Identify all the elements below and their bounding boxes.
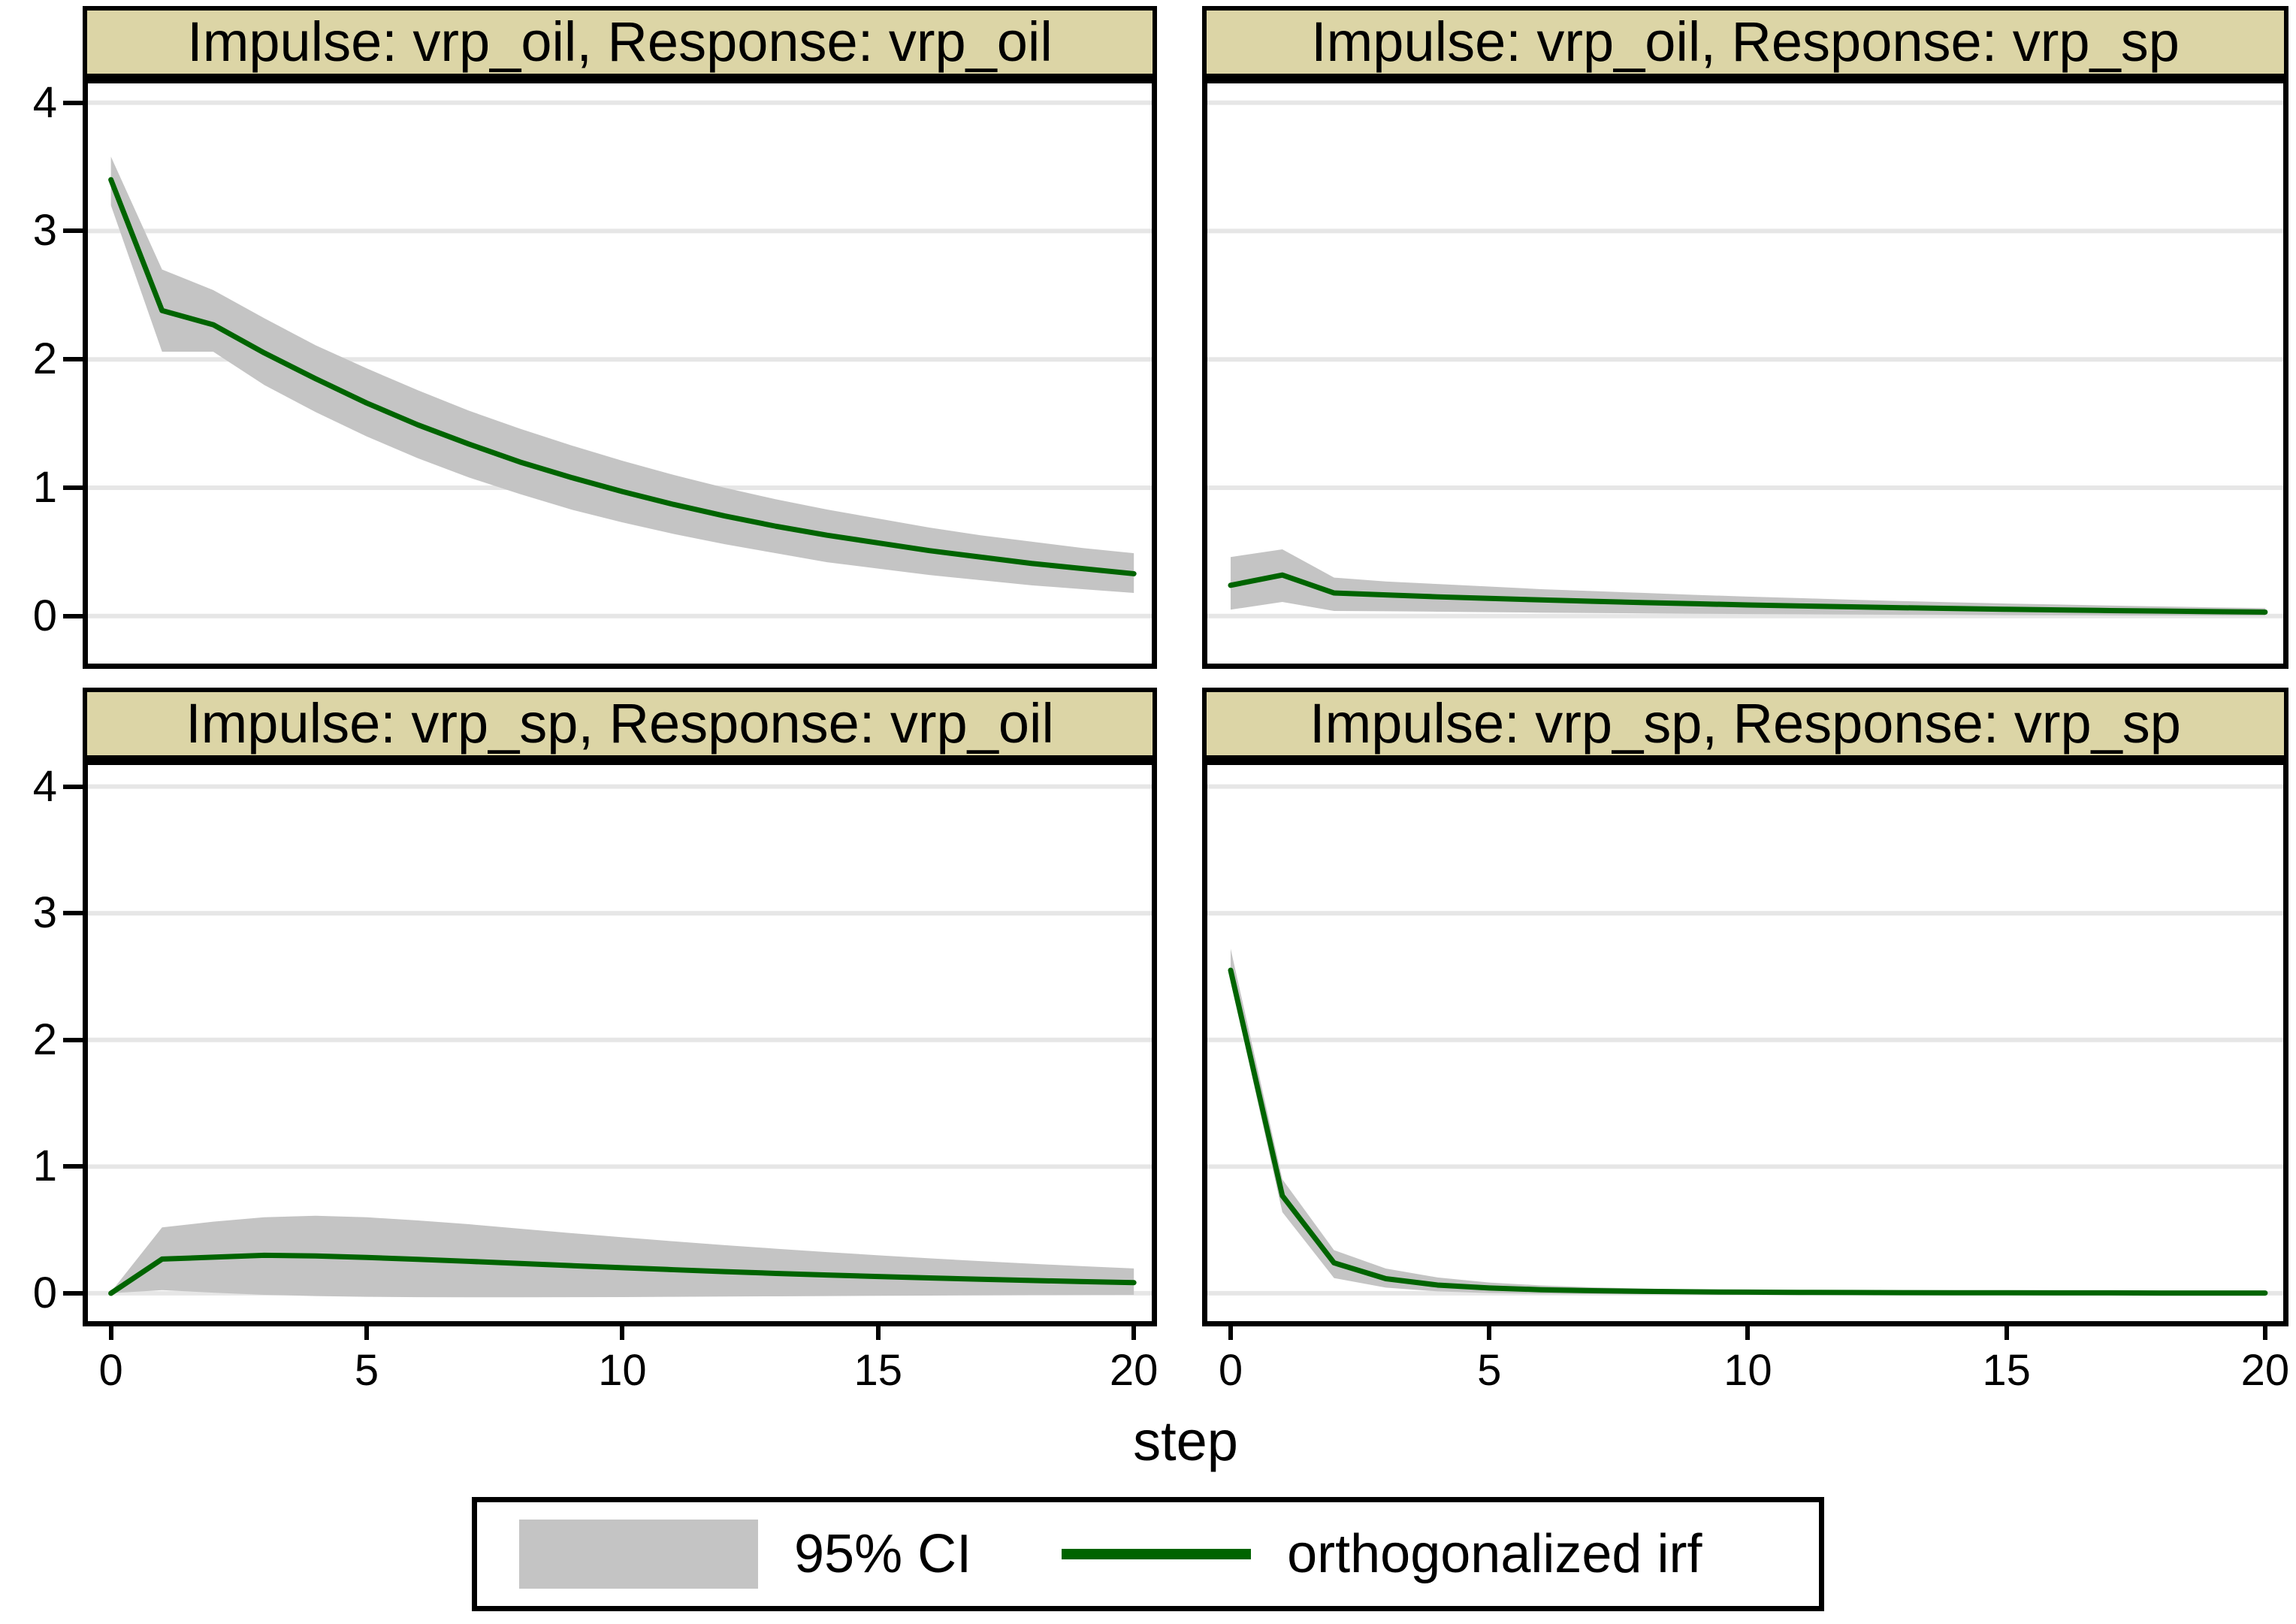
ci-band [110,156,1134,594]
panel-impulse-oil-response-sp: Impulse: vrp_oil, Response: vrp_sp [1202,6,2288,669]
x-tick-label: 0 [98,1346,123,1395]
y-tick-label: 0 [32,1268,57,1317]
y-tick-label: 1 [32,1142,57,1191]
y-tick-mark [63,1290,83,1296]
y-tick-mark [63,784,83,789]
x-tick-mark [2262,1326,2267,1340]
panel-impulse-sp-response-sp: Impulse: vrp_sp, Response: vrp_sp [1202,688,2288,1326]
plot-box [83,760,1157,1326]
x-tick-mark [620,1326,625,1340]
x-tick-mark [1131,1326,1137,1340]
irf-line [108,1252,1137,1296]
panel-title: Impulse: vrp_oil, Response: vrp_oil [187,11,1053,73]
x-tick-mark [364,1326,370,1340]
irf-line [108,177,1137,576]
y-tick-label: 3 [32,888,57,938]
plot-box [83,78,1157,669]
x-tick-label: 5 [354,1346,379,1395]
x-tick-label: 10 [1724,1346,1772,1395]
y-tick-mark [63,1164,83,1169]
panel-title: Impulse: vrp_sp, Response: vrp_sp [1310,692,2181,755]
y-tick-mark [63,228,83,234]
ci-legend-label: 95% CI [794,1524,972,1584]
x-tick-mark [875,1326,881,1340]
x-tick-mark [1745,1326,1751,1340]
irf-legend-label: orthogonalized irf [1287,1524,1702,1584]
x-tick-mark [2004,1326,2009,1340]
y-tick-mark [63,100,83,105]
y-tick-mark [63,485,83,490]
plot-area-oil-sp [1207,100,2283,618]
y-tick-mark [63,1037,83,1042]
panel-impulse-oil-response-oil: Impulse: vrp_oil, Response: vrp_oil [83,6,1157,669]
panel-title-strip: Impulse: vrp_oil, Response: vrp_sp [1202,6,2288,78]
x-tick-label: 20 [1109,1346,1159,1395]
y-tick-label: 2 [32,334,57,384]
y-tick-mark [63,357,83,362]
y-tick-label: 4 [32,77,57,127]
irf-line [1228,967,2268,1296]
ci-band [1230,948,2265,1295]
irf-line [1228,572,2268,615]
y-tick-mark [63,613,83,618]
panel-impulse-sp-response-oil: Impulse: vrp_sp, Response: vrp_oil [83,688,1157,1326]
plot-area-oil-oil [88,100,1152,618]
y-tick-mark [63,911,83,916]
panel-title-strip: Impulse: vrp_sp, Response: vrp_oil [83,688,1157,760]
plot-box [1202,78,2288,669]
x-tick-label: 0 [1218,1346,1243,1395]
legend: 95% CI orthogonalized irf [472,1497,1824,1611]
panel-title-strip: Impulse: vrp_sp, Response: vrp_sp [1202,688,2288,760]
x-tick-label: 15 [853,1346,903,1395]
y-tick-label: 2 [32,1015,57,1064]
plot-area-sp-oil [88,784,1152,1298]
y-tick-label: 0 [32,591,57,640]
panel-title-strip: Impulse: vrp_oil, Response: vrp_oil [83,6,1157,78]
x-tick-label: 15 [1982,1346,2031,1395]
panel-title: Impulse: vrp_oil, Response: vrp_sp [1311,11,2180,73]
x-tick-label: 5 [1477,1346,1502,1395]
panel-title: Impulse: vrp_sp, Response: vrp_oil [186,692,1054,755]
ci-band-swatch [519,1520,758,1589]
plot-area-sp-sp [1207,784,2283,1296]
x-axis-title: step [1133,1410,1238,1472]
y-tick-label: 1 [32,463,57,512]
x-tick-label: 10 [598,1346,647,1395]
x-tick-mark [1228,1326,1233,1340]
plot-box [1202,760,2288,1326]
y-tick-label: 3 [32,206,57,256]
y-tick-label: 4 [32,761,57,811]
x-tick-mark [108,1326,113,1340]
x-tick-mark [1487,1326,1492,1340]
irf-line-swatch [1062,1549,1252,1559]
x-tick-label: 20 [2240,1346,2290,1395]
